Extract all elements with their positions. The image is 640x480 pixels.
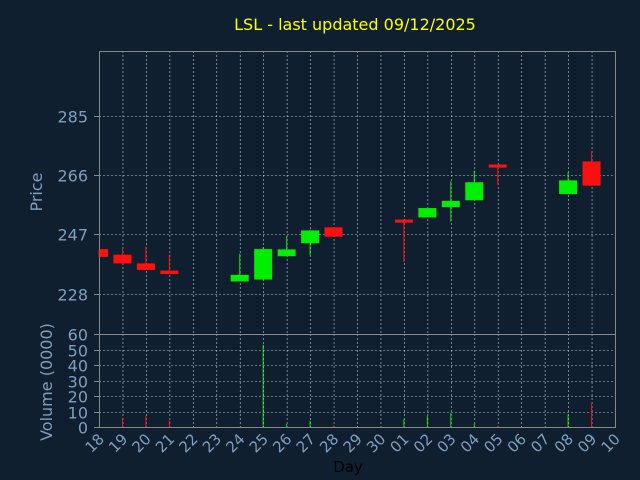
- volume-tick-label: 30: [68, 373, 88, 392]
- price-tick-label: 228: [57, 286, 88, 305]
- candle-body: [113, 254, 132, 264]
- candle-body: [465, 182, 484, 201]
- price-tick-label: 247: [57, 226, 88, 245]
- price-tick-label: 285: [57, 108, 88, 127]
- candle-body: [136, 263, 155, 270]
- chart-title: LSL - last updated 09/12/2025: [234, 15, 476, 34]
- candle-body: [254, 249, 273, 280]
- candle-body: [441, 200, 460, 208]
- volume-tick-label: 50: [68, 342, 88, 361]
- volume-axis-label: Volume (0000): [37, 323, 56, 441]
- candle-body: [418, 208, 437, 218]
- candle-body: [301, 230, 320, 244]
- candle-body: [488, 164, 507, 168]
- x-axis: 1819202122232425262728293001020304050607…: [82, 430, 624, 456]
- volume-tick-label: 20: [68, 388, 88, 407]
- price-panel: 228 247 266 285: [57, 51, 616, 335]
- candle-body: [160, 270, 179, 274]
- candle-body: [559, 180, 578, 195]
- candle-body: [277, 249, 296, 257]
- candle-body: [394, 219, 413, 223]
- candle-body: [230, 274, 249, 282]
- volume-panel-border: [99, 334, 616, 428]
- volume-tick-label: 60: [68, 326, 88, 345]
- candle-body: [324, 227, 343, 237]
- price-tick-label: 266: [57, 167, 88, 186]
- price-axis-label: Price: [27, 172, 46, 211]
- volume-tick-label: 40: [68, 357, 88, 376]
- candle-body: [100, 249, 108, 257]
- volume-tick-label: 10: [68, 404, 88, 423]
- volume-tick-label: 0: [78, 419, 88, 438]
- x-axis-label: Day: [333, 458, 363, 476]
- candle-body: [582, 161, 601, 186]
